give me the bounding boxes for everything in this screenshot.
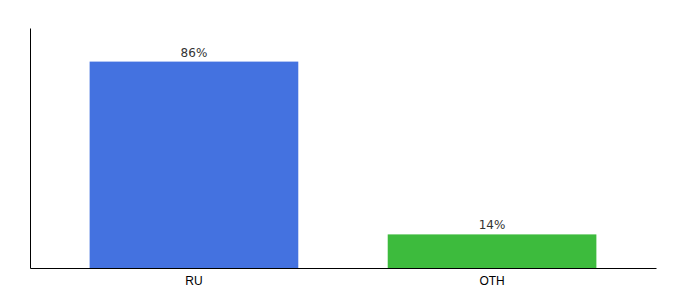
chart: RU OTH 86% 14%	[0, 0, 680, 300]
x-axis-line	[31, 268, 657, 269]
x-axis: RU OTH	[31, 269, 657, 288]
data-label: 14%	[479, 218, 506, 232]
data-label: 86%	[181, 46, 208, 60]
bar	[388, 234, 597, 268]
bars	[90, 62, 597, 268]
x-tick-label: OTH	[479, 274, 504, 288]
y-axis-line	[30, 29, 31, 269]
x-tick-label: RU	[185, 274, 202, 288]
bar	[90, 62, 299, 268]
data-labels: 86% 14%	[181, 46, 506, 233]
x-tick: RU	[185, 274, 202, 288]
plot: RU OTH 86% 14%	[31, 29, 657, 288]
y-axis	[30, 29, 31, 269]
x-tick: OTH	[479, 274, 504, 288]
